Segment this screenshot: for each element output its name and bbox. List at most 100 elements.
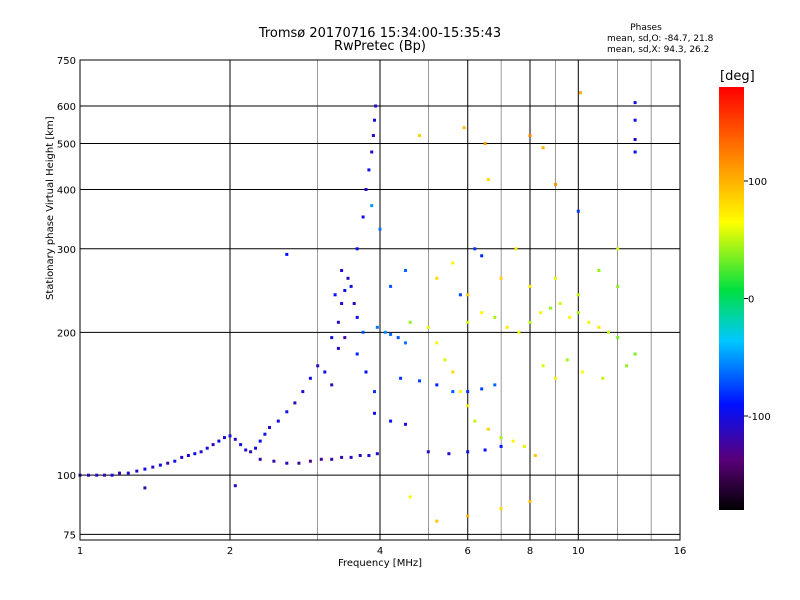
data-point <box>576 209 580 213</box>
data-point <box>633 138 637 141</box>
data-point <box>587 320 591 324</box>
data-point <box>258 439 262 443</box>
data-point <box>285 410 289 414</box>
data-point <box>480 311 484 315</box>
chart-subtitle: RwPretec (Bp) <box>333 39 427 54</box>
data-point <box>173 459 177 463</box>
data-point <box>103 473 106 477</box>
data-point <box>399 376 403 380</box>
x-tick-label: 8 <box>527 546 533 557</box>
data-point <box>158 463 162 467</box>
data-point <box>404 269 407 272</box>
data-point <box>458 390 462 394</box>
data-point <box>233 484 237 488</box>
data-point <box>539 311 543 315</box>
data-point <box>336 320 340 324</box>
data-point <box>435 341 439 345</box>
data-point <box>233 437 237 441</box>
data-point <box>466 450 470 454</box>
data-point <box>297 461 301 465</box>
data-point <box>435 519 439 523</box>
plot-frame <box>79 59 681 541</box>
data-point <box>355 352 359 356</box>
data-point <box>499 444 503 448</box>
data-point <box>361 330 365 334</box>
data-point <box>404 341 407 345</box>
data-point <box>323 370 327 374</box>
data-point <box>135 469 139 473</box>
data-point <box>418 379 421 383</box>
phase-stats-x: mean, sd,X: 94.3, 26.2 <box>607 45 710 55</box>
data-point <box>505 325 509 329</box>
colorbar <box>719 87 744 510</box>
data-point <box>389 284 393 288</box>
colorbar-tick-labels: 100 0 -100 <box>744 177 771 423</box>
data-point <box>389 419 393 423</box>
data-point <box>625 364 629 368</box>
data-point <box>343 336 347 340</box>
y-tick-label: 75 <box>63 530 76 541</box>
data-point <box>462 126 466 130</box>
data-point <box>601 376 605 380</box>
y-tick-label: 400 <box>57 186 76 197</box>
data-point <box>373 411 376 415</box>
data-point <box>268 426 271 429</box>
data-point <box>486 427 490 431</box>
data-point <box>541 146 545 150</box>
data-point <box>451 370 455 374</box>
data-point <box>367 168 371 172</box>
data-point <box>358 454 362 457</box>
data-point <box>633 150 637 154</box>
data-point <box>301 390 305 394</box>
data-point <box>528 284 532 288</box>
data-point <box>483 142 487 145</box>
data-point <box>361 215 365 219</box>
data-point <box>373 118 376 122</box>
data-point <box>143 467 147 471</box>
data-point <box>576 293 580 297</box>
data-point <box>597 269 601 272</box>
x-tick-label: 1 <box>77 546 83 557</box>
data-point <box>633 118 637 122</box>
data-point <box>607 330 610 334</box>
data-point <box>249 450 253 454</box>
data-point <box>616 336 620 340</box>
data-point <box>239 443 243 447</box>
data-point <box>426 325 430 329</box>
y-tick-label: 300 <box>57 245 76 256</box>
data-point <box>576 311 580 315</box>
data-point <box>408 495 412 499</box>
data-point <box>480 254 484 258</box>
data-point <box>319 457 323 461</box>
data-point <box>499 436 503 440</box>
chart-title: Tromsø 20170716 15:34:00-15:35:43 <box>258 26 502 41</box>
data-point <box>87 473 90 477</box>
colorbar-tick-label: -100 <box>748 412 771 423</box>
data-point <box>517 330 521 334</box>
data-point <box>435 383 439 387</box>
y-tick-labels: 75 100 200 300 400 500 600 750 <box>57 56 76 541</box>
data-point <box>254 446 257 450</box>
colorbar-tick-label: 0 <box>748 295 754 306</box>
x-tick-label: 4 <box>377 546 383 557</box>
data-point <box>118 471 121 475</box>
data-point <box>346 276 350 280</box>
data-point <box>404 422 407 426</box>
data-point <box>565 358 569 362</box>
data-point <box>349 455 353 459</box>
data-point <box>633 101 637 105</box>
data-point <box>330 383 334 387</box>
data-point <box>443 358 447 362</box>
data-point <box>228 434 232 438</box>
data-point <box>95 473 99 477</box>
data-point <box>364 370 368 374</box>
x-tick-label: 2 <box>227 546 233 557</box>
data-point <box>418 134 421 137</box>
x-tick-label: 10 <box>572 546 585 557</box>
colorbar-tick-label: 100 <box>748 177 767 188</box>
data-point <box>558 302 562 305</box>
data-point <box>336 346 340 350</box>
data-point <box>343 289 347 292</box>
data-point <box>285 461 289 465</box>
